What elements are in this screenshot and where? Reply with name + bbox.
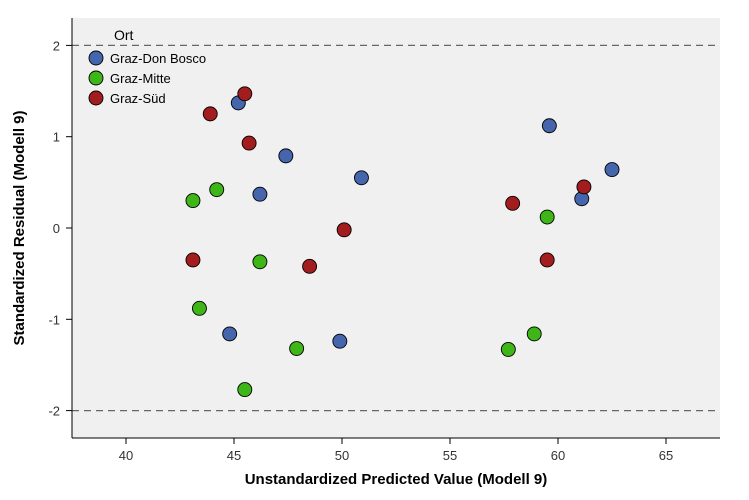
data-point bbox=[337, 223, 351, 237]
legend-title: Ort bbox=[114, 27, 134, 43]
legend-marker bbox=[89, 71, 103, 85]
legend-marker bbox=[89, 51, 103, 65]
x-tick-label: 45 bbox=[227, 448, 241, 463]
data-point bbox=[242, 136, 256, 150]
y-axis-label: Standardized Residual (Modell 9) bbox=[11, 110, 28, 345]
data-point bbox=[238, 383, 252, 397]
data-point bbox=[186, 194, 200, 208]
legend-label: Graz-Mitte bbox=[110, 71, 171, 86]
data-point bbox=[577, 180, 591, 194]
data-point bbox=[303, 259, 317, 273]
data-point bbox=[501, 342, 515, 356]
data-point bbox=[542, 119, 556, 133]
x-tick-label: 55 bbox=[443, 448, 457, 463]
x-tick-label: 50 bbox=[335, 448, 349, 463]
y-tick-label: 1 bbox=[53, 130, 60, 145]
legend-label: Graz-Don Bosco bbox=[110, 51, 206, 66]
y-tick-label: -2 bbox=[48, 404, 60, 419]
data-point bbox=[186, 253, 200, 267]
data-point bbox=[253, 187, 267, 201]
y-tick-label: -1 bbox=[48, 312, 60, 327]
data-point bbox=[279, 149, 293, 163]
y-tick-label: 0 bbox=[53, 221, 60, 236]
data-point bbox=[540, 210, 554, 224]
data-point bbox=[333, 334, 347, 348]
data-point bbox=[290, 342, 304, 356]
x-tick-label: 65 bbox=[659, 448, 673, 463]
data-point bbox=[540, 253, 554, 267]
x-axis-label: Unstandardized Predicted Value (Modell 9… bbox=[245, 471, 548, 488]
data-point bbox=[192, 301, 206, 315]
legend-label: Graz-Süd bbox=[110, 91, 166, 106]
chart-svg: 40 45 50 55 60 65 -2 -1 0 1 2 Unstandardized Predic… bbox=[0, 0, 749, 500]
data-point bbox=[203, 107, 217, 121]
legend-marker bbox=[89, 91, 103, 105]
data-point bbox=[210, 183, 224, 197]
data-point bbox=[223, 327, 237, 341]
data-point bbox=[527, 327, 541, 341]
x-tick-label: 40 bbox=[119, 448, 133, 463]
scatter-chart: 40 45 50 55 60 65 -2 -1 0 1 2 Unstandardized Predic… bbox=[0, 0, 749, 500]
data-point bbox=[506, 196, 520, 210]
data-point bbox=[238, 87, 252, 101]
y-tick-label: 2 bbox=[53, 38, 60, 53]
data-point bbox=[253, 255, 267, 269]
x-tick-label: 60 bbox=[551, 448, 565, 463]
data-point bbox=[605, 163, 619, 177]
data-point bbox=[354, 171, 368, 185]
